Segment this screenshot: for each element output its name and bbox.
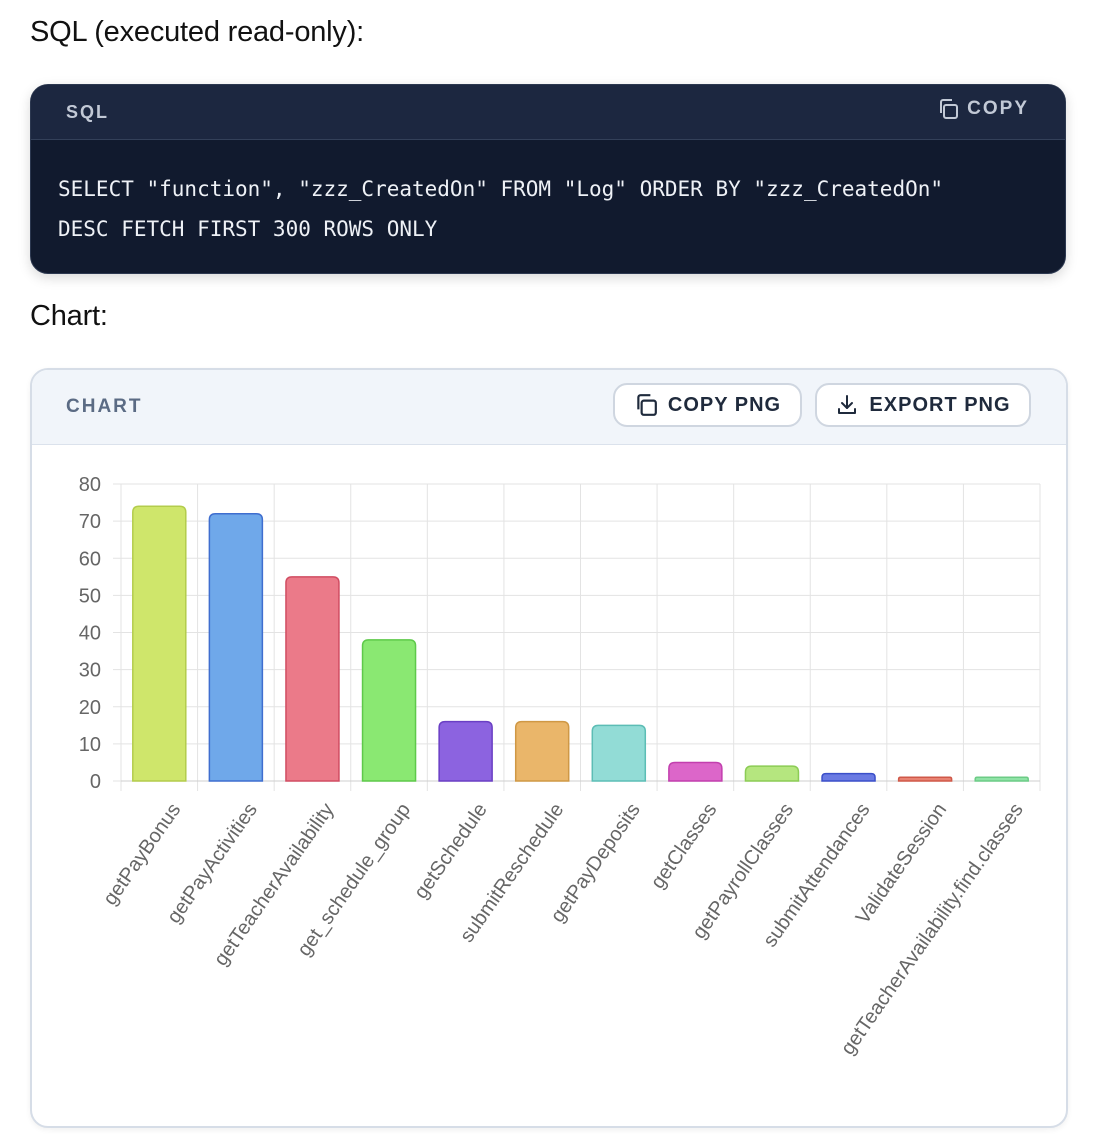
y-tick-label: 0: [90, 771, 101, 793]
code-block-header: SQL COPY: [31, 85, 1065, 140]
bar: [514, 720, 570, 782]
y-tick-label: 10: [79, 734, 101, 756]
chart-header-title: CHART: [66, 396, 143, 417]
y-tick-label: 80: [79, 474, 101, 496]
bar-chart: 01020304050607080getPayBonusgetPayActivi…: [79, 474, 1041, 1059]
bar: [668, 761, 723, 782]
bar: [132, 505, 187, 782]
y-tick-label: 60: [79, 548, 101, 570]
copy-icon: [637, 394, 657, 416]
code-language-label: SQL: [66, 102, 110, 122]
bar: [591, 724, 647, 782]
bar: [285, 576, 340, 782]
export-png-label: EXPORT PNG: [869, 393, 1011, 416]
copy-icon: [940, 99, 959, 119]
y-tick-label: 40: [79, 623, 101, 645]
y-tick-label: 50: [79, 585, 101, 607]
bar: [361, 639, 417, 782]
code-line: SELECT "function", "zzz_CreatedOn" FROM …: [58, 177, 944, 201]
bar: [744, 765, 800, 782]
copy-code-button[interactable]: COPY: [937, 98, 1029, 120]
y-tick-label: 70: [79, 511, 101, 533]
code-line: DESC FETCH FIRST 300 ROWS ONLY: [58, 217, 438, 241]
bar: [821, 772, 876, 782]
x-tick-label: getSchedule: [410, 799, 492, 903]
sql-code-block: SQL COPY SELECT "function", "zzz_Created…: [30, 84, 1066, 274]
copy-code-label: COPY: [967, 98, 1029, 119]
bar: [974, 776, 1029, 782]
chart-card: CHART COPY PNG EXPORT PNG 0 10 20 30 40 50 60 7…: [30, 368, 1068, 1128]
copy-png-label: COPY PNG: [667, 393, 782, 416]
export-png-button[interactable]: EXPORT PNG: [815, 383, 1031, 427]
bar: [438, 720, 493, 782]
y-tick-label: 20: [79, 697, 101, 719]
x-tick-label: getPayBonus: [99, 799, 185, 909]
bar: [897, 776, 953, 782]
sql-section-label: SQL (executed read-only):: [30, 16, 365, 48]
chart-header: CHART COPY PNG EXPORT PNG: [32, 370, 1066, 445]
sql-code-text: SELECT "function", "zzz_CreatedOn" FROM …: [31, 140, 1065, 249]
y-tick-label: 30: [79, 660, 101, 682]
download-icon: [838, 395, 857, 414]
copy-png-button[interactable]: COPY PNG: [613, 383, 802, 427]
bar: [208, 512, 264, 782]
x-tick-label: getClasses: [647, 799, 722, 893]
chart-section-label: Chart:: [30, 300, 108, 332]
